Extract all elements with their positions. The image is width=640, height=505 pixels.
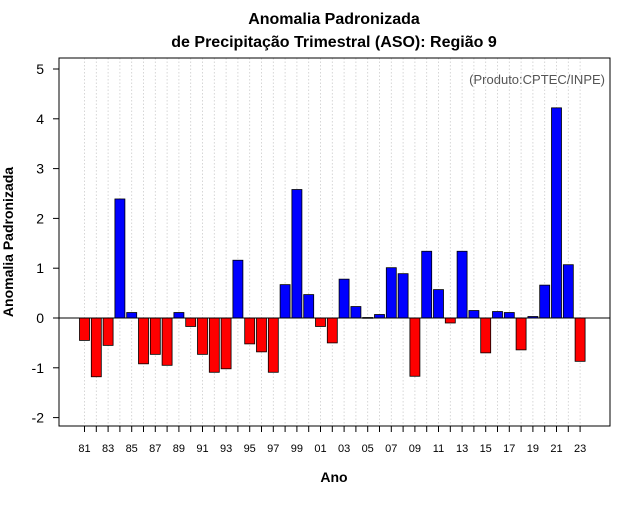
y-tick-label: 4	[36, 111, 44, 127]
bar-16	[492, 311, 503, 319]
bar-06	[374, 314, 385, 319]
grid-lines	[84, 58, 581, 426]
bar-09	[409, 317, 421, 377]
bar-97	[267, 317, 279, 373]
bar-85	[126, 312, 138, 319]
bar-21	[551, 107, 562, 319]
bar-02	[326, 317, 338, 344]
y-tick-label: 2	[36, 210, 44, 226]
bar-07	[385, 267, 397, 319]
y-axis-label: Anomalia Padronizada	[0, 167, 16, 317]
bar-88	[161, 317, 173, 366]
bar-22	[562, 264, 574, 319]
x-tick-label: 23	[574, 443, 586, 455]
x-tick-label: 95	[244, 443, 256, 455]
y-axis: -2 -1 0 1 2 3 4 5	[32, 61, 59, 426]
x-tick-label: 15	[480, 443, 492, 455]
bar-17	[503, 312, 515, 319]
bar-03	[338, 278, 350, 319]
bars	[79, 107, 586, 378]
bar-14	[468, 310, 480, 319]
bar-93	[220, 317, 232, 370]
y-tick-label: 5	[36, 61, 44, 77]
bar-96	[256, 317, 267, 353]
x-tick-label: 91	[196, 443, 208, 455]
bar-08	[397, 273, 409, 319]
x-tick-label: 17	[503, 443, 515, 455]
bar-84	[114, 198, 126, 319]
x-axis: 81 83 85 87 89 91 93 95 97 99 01 03 05 07 09 11 13 15 17 19…	[78, 426, 586, 455]
bar-04	[350, 306, 362, 319]
x-tick-label: 09	[409, 443, 421, 455]
x-tick-label: 97	[267, 443, 279, 455]
bar-10	[421, 250, 433, 319]
x-axis-label: Ano	[320, 469, 347, 485]
x-tick-label: 03	[338, 443, 350, 455]
y-tick-label: 0	[36, 310, 44, 326]
x-tick-label: 05	[362, 443, 374, 455]
bar-23	[574, 317, 586, 362]
bar-20	[539, 284, 551, 319]
x-tick-label: 93	[220, 443, 232, 455]
bar-98	[279, 284, 291, 319]
bar-87	[149, 317, 161, 355]
bar-15	[480, 317, 492, 354]
bar-83	[102, 317, 114, 346]
bar-12	[444, 317, 456, 324]
chart-title-line1: Anomalia Padronizada	[248, 11, 420, 28]
bar-18	[515, 317, 527, 351]
x-tick-label: 07	[385, 443, 397, 455]
bar-01	[315, 317, 326, 327]
y-tick-label: -2	[32, 410, 45, 426]
bar-90	[185, 317, 197, 327]
bar-99	[291, 189, 303, 319]
x-tick-label: 99	[291, 443, 303, 455]
x-tick-label: 11	[433, 443, 444, 455]
bar-95	[244, 317, 256, 345]
x-tick-label: 13	[456, 443, 468, 455]
plot-frame	[58, 57, 611, 427]
x-tick-label: 01	[314, 443, 326, 455]
bar-81	[79, 317, 90, 341]
bar-86	[138, 317, 149, 365]
x-tick-label: 87	[149, 443, 161, 455]
y-tick-label: 1	[36, 260, 44, 276]
bar-11	[433, 289, 444, 319]
credit-text: (Produto:CPTEC/INPE)	[469, 72, 605, 87]
x-tick-label: 89	[173, 443, 185, 455]
bar-00	[303, 294, 315, 319]
bar-92	[208, 317, 220, 373]
x-tick-label: 81	[78, 443, 90, 455]
bar-82	[90, 317, 102, 378]
y-tick-label: -1	[32, 360, 45, 376]
chart-title-line2: de Precipitação Trimestral (ASO): Região…	[171, 34, 497, 51]
bar-91	[197, 317, 208, 355]
x-tick-label: 19	[527, 443, 539, 455]
y-tick-label: 3	[36, 161, 44, 177]
x-tick-label: 85	[126, 443, 138, 455]
bar-13	[456, 250, 468, 319]
bar-94	[232, 259, 244, 319]
x-tick-label: 21	[550, 443, 562, 455]
bar-89	[173, 312, 185, 319]
x-tick-label: 83	[102, 443, 114, 455]
